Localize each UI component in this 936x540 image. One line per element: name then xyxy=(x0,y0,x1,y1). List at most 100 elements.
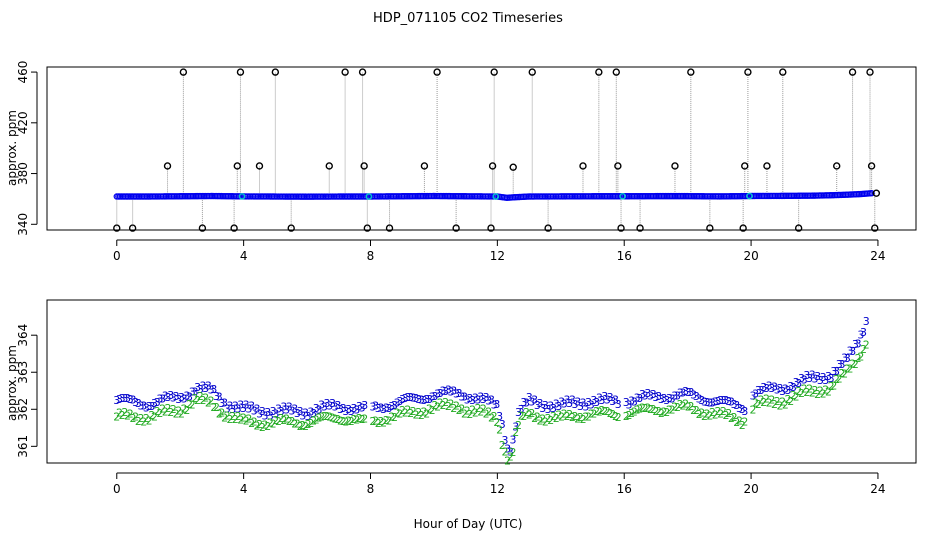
series-3-marker: 3 xyxy=(469,394,476,407)
series-2-marker: 2 xyxy=(119,409,126,422)
series-2-marker: 2 xyxy=(822,384,829,397)
series-2-marker: 2 xyxy=(582,410,589,423)
panel-top-frame xyxy=(46,66,917,231)
series-2-marker: 2 xyxy=(849,358,856,371)
series-2-marker: 2 xyxy=(669,404,676,417)
series-3-marker: 3 xyxy=(375,402,382,415)
series-2-marker: 2 xyxy=(146,414,153,427)
series-3-marker: 3 xyxy=(696,393,703,406)
series-2-marker: 2 xyxy=(337,414,344,427)
series-2-marker: 2 xyxy=(782,398,789,411)
series-3-marker: 3 xyxy=(218,397,225,410)
series-2-marker: 2 xyxy=(318,411,325,424)
series-3-marker: 3 xyxy=(612,393,619,406)
series-2-marker: 2 xyxy=(550,410,557,423)
series-3-marker: 3 xyxy=(666,392,673,405)
series-2-marker: 2 xyxy=(450,402,457,415)
series-3-marker: 3 xyxy=(822,374,829,387)
spike-point xyxy=(385,224,394,232)
x-axis-label: Hour of Day (UTC) xyxy=(414,517,523,531)
series-2-marker: 2 xyxy=(642,402,649,415)
series-2-marker: 2 xyxy=(663,406,670,419)
series-2-marker: 2 xyxy=(143,412,150,425)
panel-top-x-axis: 0 4 8 12 16 20 24 xyxy=(113,239,886,263)
series-3-marker: 3 xyxy=(790,381,797,394)
series-3-marker: 3 xyxy=(566,397,573,410)
series-2-marker: 2 xyxy=(253,419,260,432)
panel-bottom-y-tick-label: 364 xyxy=(16,324,30,347)
series-3-marker: 3 xyxy=(491,399,498,412)
series-3-marker: 3 xyxy=(369,400,376,413)
series-3-marker: 3 xyxy=(504,443,511,456)
series-2-marker: 2 xyxy=(510,446,517,459)
series-2-marker: 2 xyxy=(572,410,579,423)
series-3-marker: 3 xyxy=(537,397,544,410)
series-2-marker: 2 xyxy=(561,407,568,420)
series-2-marker: 2 xyxy=(542,415,549,428)
series-2-marker: 2 xyxy=(553,412,560,425)
series-2-marker: 2 xyxy=(116,406,123,419)
series-3-marker: 3 xyxy=(283,404,290,417)
series-2-marker: 2 xyxy=(833,373,840,386)
series-3-marker: 3 xyxy=(760,381,767,394)
series-3-marker: 3 xyxy=(741,405,748,418)
spike-point xyxy=(579,162,587,170)
series-3-marker: 3 xyxy=(321,401,328,414)
series-3-marker: 3 xyxy=(119,392,126,405)
series-3-marker: 3 xyxy=(313,402,320,415)
series-2-marker: 2 xyxy=(485,406,492,419)
series-2-marker: 2 xyxy=(113,410,120,423)
panel-bottom-frame xyxy=(46,299,917,464)
series-3-marker: 3 xyxy=(464,393,471,406)
series-2-marker: 2 xyxy=(334,413,341,426)
series-2-marker: 2 xyxy=(714,405,721,418)
series-2-marker: 2 xyxy=(445,400,452,413)
series-2-marker: 2 xyxy=(814,388,821,401)
series-2-marker: 2 xyxy=(270,417,277,430)
panel-bottom-x-tick-label: 4 xyxy=(240,482,248,496)
spike-point xyxy=(287,224,295,232)
series-2-marker: 2 xyxy=(458,402,465,415)
spike-point xyxy=(866,68,874,76)
series-2-marker: 2 xyxy=(526,409,533,422)
series-3-marker: 3 xyxy=(863,315,870,328)
series-2-marker: 2 xyxy=(437,396,444,409)
panel-top-x-tick-label: 20 xyxy=(743,249,758,263)
series-3-marker: 3 xyxy=(723,394,730,407)
series-2-marker: 2 xyxy=(725,407,732,420)
series-2-marker: 2 xyxy=(518,410,525,423)
series-3-marker: 3 xyxy=(450,385,457,398)
series-3-marker: 3 xyxy=(278,405,285,418)
series-3-marker: 3 xyxy=(337,403,344,416)
series-3-marker: 3 xyxy=(394,396,401,409)
series-3-marker: 3 xyxy=(162,390,169,403)
series-2-marker: 2 xyxy=(483,407,490,420)
series-3-marker: 3 xyxy=(755,384,762,397)
series-3-marker: 3 xyxy=(679,387,686,400)
series-2-marker: 2 xyxy=(677,398,684,411)
series-3-marker: 3 xyxy=(785,384,792,397)
series-3-marker: 3 xyxy=(728,396,735,409)
spike-point xyxy=(271,68,280,76)
series-2-marker: 2 xyxy=(763,392,770,405)
series-3-marker: 3 xyxy=(116,393,123,406)
series-2-marker: 2 xyxy=(696,408,703,421)
series-2-marker: 2 xyxy=(534,410,541,423)
panel-top-x-tick-label: 4 xyxy=(240,249,248,263)
series-2-marker: 2 xyxy=(173,408,180,421)
series-3-marker: 3 xyxy=(677,387,684,400)
series-3-marker: 3 xyxy=(216,390,223,403)
series-3-marker: 3 xyxy=(386,402,393,415)
series-2-marker: 2 xyxy=(712,408,719,421)
series-2-marker: 2 xyxy=(178,408,185,421)
series-2-marker: 2 xyxy=(472,406,479,419)
series-3-marker: 3 xyxy=(423,393,430,406)
series-2-marker: 2 xyxy=(262,418,269,431)
series-3-marker: 3 xyxy=(210,383,217,396)
series-3-marker: 3 xyxy=(143,401,150,414)
spike-point xyxy=(687,68,695,76)
series-3-marker: 3 xyxy=(709,396,716,409)
series-2-marker: 2 xyxy=(671,401,678,414)
series-2-marker: 2 xyxy=(838,367,845,380)
series-3-marker: 3 xyxy=(329,397,336,410)
